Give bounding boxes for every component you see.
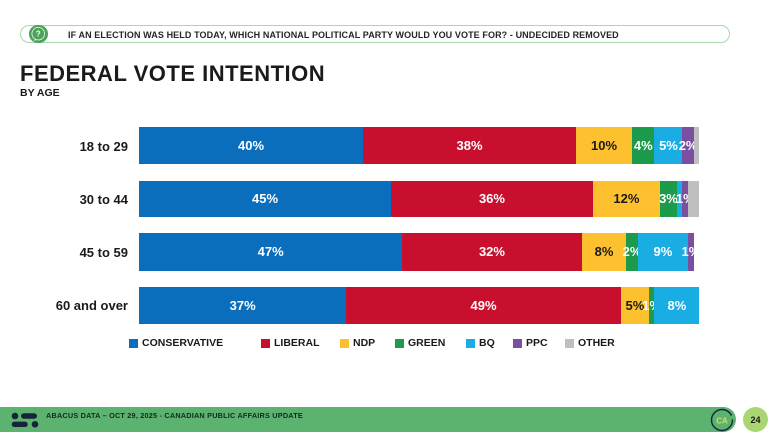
svg-text:?: ?	[36, 30, 41, 39]
svg-text:CA: CA	[716, 416, 728, 425]
